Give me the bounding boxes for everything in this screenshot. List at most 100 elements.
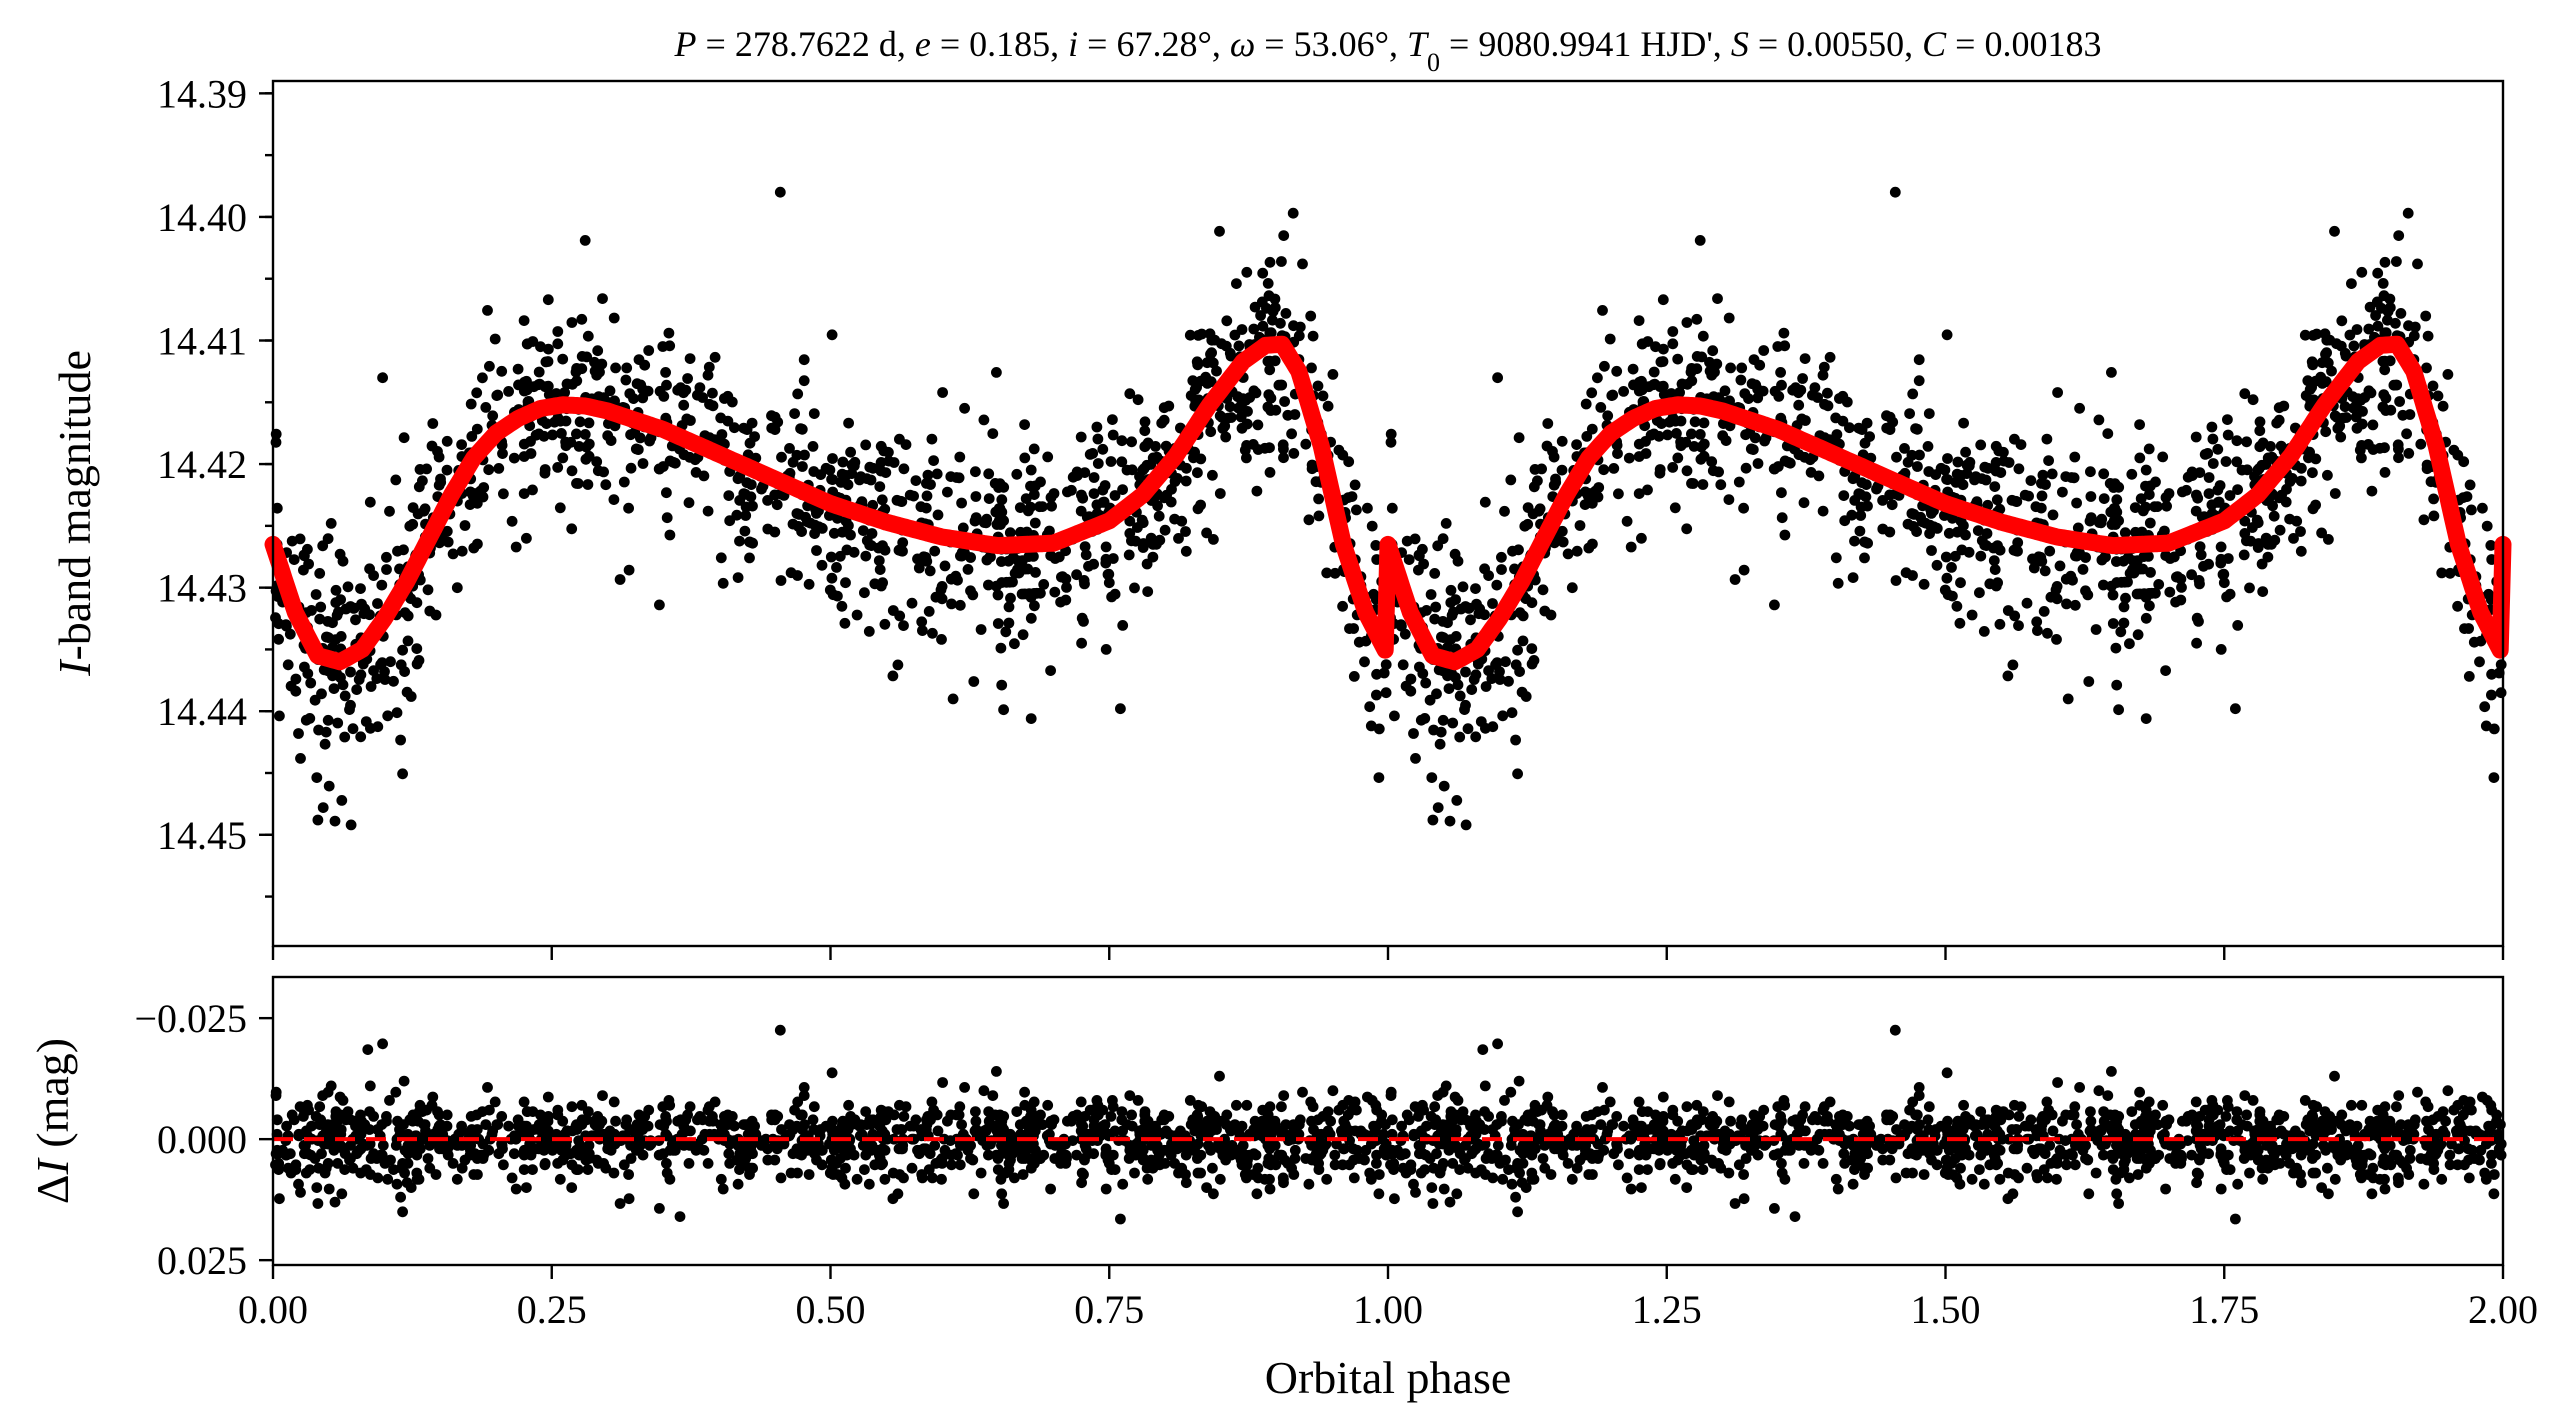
light-curve-point: [1348, 671, 1360, 682]
light-curve-point: [1490, 659, 1501, 671]
light-curve-point: [1951, 468, 1963, 480]
light-curve-point: [1918, 578, 1930, 590]
residual-point: [893, 1143, 905, 1155]
light-curve-point: [1214, 488, 1226, 499]
light-curve-point: [1943, 527, 1955, 539]
light-curve-point: [921, 478, 932, 489]
light-curve-point: [968, 676, 980, 687]
light-curve-point: [826, 329, 838, 341]
light-curve-point: [597, 293, 608, 304]
light-curve-point: [957, 522, 969, 534]
light-curve-point: [887, 670, 899, 682]
light-curve-point: [2134, 419, 2146, 430]
light-curve-point: [771, 499, 783, 511]
light-curve-point: [1225, 412, 1237, 423]
light-curve-point: [745, 479, 757, 490]
residual-point: [597, 1090, 608, 1101]
light-curve-point: [798, 375, 810, 387]
light-curve-point: [2271, 417, 2283, 429]
residual-point: [521, 1182, 532, 1193]
residual-point: [739, 1159, 751, 1171]
residual-point: [1438, 1183, 1450, 1195]
light-curve-point: [2224, 490, 2236, 501]
light-curve-point: [914, 554, 926, 565]
residual-point: [1571, 1140, 1583, 1151]
residual-point: [1547, 1106, 1558, 1117]
residual-point: [1738, 1169, 1749, 1180]
residual-point: [1487, 1124, 1498, 1135]
light-curve-point: [1517, 610, 1529, 622]
light-curve-point: [1686, 428, 1697, 440]
light-curve-point: [496, 439, 508, 451]
residual-point: [1348, 1172, 1360, 1184]
light-curve-point: [1832, 577, 1844, 589]
residual-point: [322, 1158, 334, 1169]
light-curve-point: [1819, 398, 1830, 410]
light-curve-point: [1723, 494, 1735, 505]
light-curve-point: [1966, 609, 1978, 621]
light-curve-point: [1681, 465, 1693, 477]
light-curve-point: [2194, 578, 2205, 590]
light-curve-point: [303, 558, 314, 570]
light-curve-point: [1590, 485, 1601, 497]
residual-point: [398, 1075, 410, 1087]
light-curve-point: [1279, 396, 1290, 407]
light-curve-point: [322, 616, 334, 627]
light-curve-point: [1571, 545, 1583, 557]
light-curve-point: [789, 408, 800, 419]
light-curve-point: [1205, 348, 1216, 360]
light-curve-point: [837, 456, 849, 468]
light-curve-point: [2203, 472, 2215, 483]
light-curve-point: [995, 519, 1006, 530]
light-curve-point: [1847, 572, 1859, 583]
light-curve-point: [842, 479, 854, 491]
light-curve-point: [571, 375, 583, 387]
light-curve-point: [2146, 587, 2158, 599]
light-curve-point: [2161, 500, 2173, 512]
light-curve-point: [2046, 468, 2058, 480]
light-curve-point: [299, 661, 310, 673]
residual-point: [970, 1115, 982, 1127]
light-curve-point: [1438, 780, 1450, 792]
residual-point: [2365, 1149, 2377, 1161]
light-curve-point: [1214, 225, 1225, 237]
light-curve-point: [2382, 314, 2393, 326]
residual-point: [1513, 1075, 1525, 1087]
light-curve-point: [2315, 371, 2327, 383]
light-curve-point: [1831, 429, 1843, 440]
residual-point: [1499, 1095, 1510, 1106]
residual-point: [364, 1138, 376, 1150]
light-curve-point: [2192, 492, 2204, 504]
light-curve-point: [1056, 571, 1067, 583]
light-curve-point: [1195, 499, 1206, 511]
light-curve-point: [2403, 320, 2414, 332]
light-curve-point: [498, 488, 509, 500]
light-curve-point: [1192, 359, 1204, 371]
light-curve-point: [1960, 446, 1971, 458]
residual-point: [496, 1111, 508, 1122]
light-curve-point: [377, 372, 388, 384]
light-curve-point: [1706, 456, 1718, 468]
residual-point: [1430, 1114, 1442, 1126]
light-curve-point: [1124, 528, 1136, 539]
light-curve-point: [2222, 429, 2234, 441]
residual-point: [1854, 1159, 1866, 1171]
light-curve-point: [1667, 338, 1679, 350]
residual-point: [2310, 1167, 2322, 1179]
light-curve-point: [1995, 467, 2007, 478]
residual-point: [337, 1095, 349, 1106]
residual-point: [1723, 1167, 1735, 1179]
light-curve-point: [1141, 558, 1153, 570]
light-curve-point: [1109, 490, 1121, 501]
residual-point: [1607, 1119, 1619, 1130]
residual-point: [1297, 1086, 1308, 1098]
light-curve-point: [975, 624, 987, 635]
light-curve-point: [1264, 364, 1276, 376]
residual-point: [1643, 1124, 1655, 1135]
residual-point: [2463, 1172, 2475, 1184]
light-curve-point: [1366, 520, 1378, 532]
light-curve-point: [1470, 583, 1481, 594]
light-curve-point: [2186, 569, 2198, 581]
light-curve-point: [1747, 444, 1759, 455]
residual-point: [1940, 1154, 1952, 1166]
